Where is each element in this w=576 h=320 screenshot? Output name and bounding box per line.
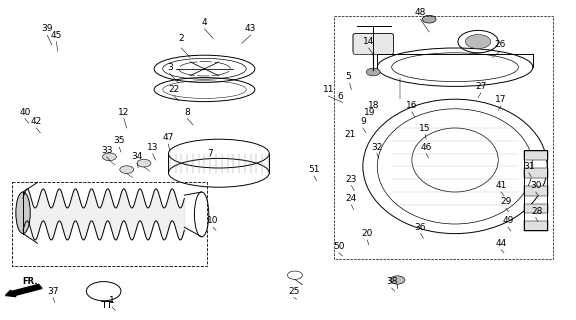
Text: 6: 6 bbox=[337, 92, 343, 100]
Text: 28: 28 bbox=[531, 207, 543, 216]
Circle shape bbox=[465, 35, 491, 49]
FancyBboxPatch shape bbox=[524, 186, 548, 196]
Text: 21: 21 bbox=[344, 130, 356, 139]
Text: 15: 15 bbox=[419, 124, 431, 132]
Text: 23: 23 bbox=[346, 175, 357, 184]
Text: 16: 16 bbox=[406, 101, 418, 110]
Circle shape bbox=[120, 166, 134, 173]
Text: 22: 22 bbox=[168, 85, 180, 94]
Text: 12: 12 bbox=[118, 108, 130, 116]
Text: 33: 33 bbox=[101, 146, 112, 155]
Text: 46: 46 bbox=[420, 143, 432, 152]
Text: 13: 13 bbox=[147, 143, 158, 152]
Text: 1: 1 bbox=[109, 296, 115, 305]
Circle shape bbox=[137, 159, 151, 167]
Text: 9: 9 bbox=[360, 117, 366, 126]
Text: 18: 18 bbox=[367, 101, 379, 110]
Text: 29: 29 bbox=[500, 197, 511, 206]
Text: 27: 27 bbox=[475, 82, 487, 91]
Text: 10: 10 bbox=[207, 216, 219, 225]
Text: 17: 17 bbox=[495, 95, 507, 104]
Circle shape bbox=[103, 153, 116, 161]
Text: 25: 25 bbox=[288, 287, 300, 296]
Text: 48: 48 bbox=[415, 8, 426, 17]
Text: 30: 30 bbox=[530, 181, 541, 190]
Text: 11: 11 bbox=[323, 85, 334, 94]
FancyBboxPatch shape bbox=[524, 204, 548, 213]
Text: 31: 31 bbox=[523, 162, 535, 171]
Text: 45: 45 bbox=[51, 31, 62, 40]
Circle shape bbox=[422, 15, 436, 23]
Text: 20: 20 bbox=[362, 229, 373, 238]
Text: 19: 19 bbox=[363, 108, 375, 116]
Text: 3: 3 bbox=[167, 63, 173, 72]
Text: 38: 38 bbox=[386, 277, 397, 286]
FancyBboxPatch shape bbox=[353, 34, 393, 54]
Text: 44: 44 bbox=[495, 239, 507, 248]
Text: 24: 24 bbox=[346, 194, 357, 203]
Text: 34: 34 bbox=[131, 152, 143, 161]
Text: 40: 40 bbox=[19, 108, 31, 116]
FancyBboxPatch shape bbox=[524, 221, 548, 231]
Text: 32: 32 bbox=[371, 143, 382, 152]
Text: 37: 37 bbox=[47, 287, 59, 296]
Text: 41: 41 bbox=[495, 181, 507, 190]
Text: 49: 49 bbox=[502, 216, 514, 225]
Text: 26: 26 bbox=[494, 40, 506, 49]
Text: 35: 35 bbox=[113, 136, 125, 145]
Text: 8: 8 bbox=[184, 108, 190, 116]
FancyBboxPatch shape bbox=[524, 151, 548, 160]
Circle shape bbox=[366, 68, 380, 76]
FancyArrow shape bbox=[5, 284, 42, 297]
Text: 42: 42 bbox=[31, 117, 42, 126]
Text: 7: 7 bbox=[207, 149, 213, 158]
Text: 14: 14 bbox=[363, 37, 374, 46]
Text: 50: 50 bbox=[333, 242, 344, 251]
FancyBboxPatch shape bbox=[524, 168, 548, 178]
Text: 4: 4 bbox=[202, 18, 207, 27]
Text: 36: 36 bbox=[415, 223, 426, 232]
Text: 51: 51 bbox=[308, 165, 320, 174]
Ellipse shape bbox=[16, 192, 30, 234]
Text: 5: 5 bbox=[346, 72, 351, 81]
Text: 2: 2 bbox=[179, 34, 184, 43]
Text: FR.: FR. bbox=[22, 277, 37, 286]
Circle shape bbox=[390, 276, 405, 284]
Text: 39: 39 bbox=[41, 24, 53, 33]
Text: 47: 47 bbox=[162, 133, 174, 142]
FancyBboxPatch shape bbox=[353, 34, 393, 53]
Circle shape bbox=[363, 36, 384, 47]
Text: 43: 43 bbox=[245, 24, 256, 33]
